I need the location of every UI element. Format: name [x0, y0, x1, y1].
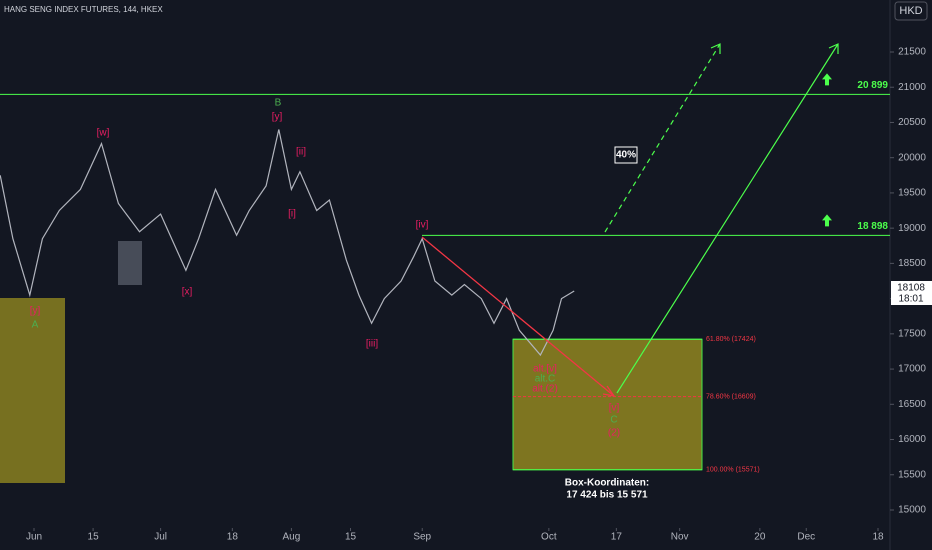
x-tick-label: Jul	[154, 532, 167, 543]
y-tick-label: 19000	[898, 223, 926, 234]
price-label-box	[891, 281, 932, 306]
y-tick-label: 15000	[898, 505, 926, 516]
level-label: 18 898	[857, 221, 888, 232]
x-tick-label: 15	[88, 532, 100, 543]
wave-label: [iii]	[366, 339, 378, 350]
y-tick-label: 21500	[898, 47, 926, 58]
zone-box	[0, 298, 65, 483]
up-arrow	[822, 214, 832, 227]
wave-label: [ii]	[296, 147, 306, 158]
x-tick-label: 15	[345, 532, 357, 543]
wave-label: [iv]	[416, 220, 429, 231]
wave-label: B	[275, 98, 282, 109]
wave-label: alt.C	[535, 374, 556, 385]
projection-arrow	[421, 236, 616, 397]
y-tick-label: 20500	[898, 117, 926, 128]
chart-title: HANG SENG INDEX FUTURES, 144, HKEX	[4, 5, 163, 14]
fib-label: 100.00% (15571)	[706, 467, 760, 474]
price-line	[0, 129, 575, 357]
y-tick-label: 20000	[898, 152, 926, 163]
wave-label: [w]	[97, 128, 110, 139]
countdown: 18:01	[898, 294, 923, 305]
last-price: 18108	[897, 283, 925, 294]
zone-box	[118, 241, 142, 285]
y-tick-label: 16500	[898, 399, 926, 410]
x-tick-label: 18	[872, 532, 884, 543]
wave-label: [x]	[182, 287, 193, 298]
arrow-head	[710, 43, 721, 54]
x-tick-label: Dec	[797, 532, 815, 543]
x-tick-label: 18	[227, 532, 239, 543]
projection-arrow	[604, 43, 721, 233]
fib-label: 78.60% (16609)	[706, 393, 756, 400]
wave-label: 40%	[616, 150, 636, 161]
currency: HKD	[899, 5, 922, 17]
wave-label: 17 424 bis 15 571	[566, 490, 648, 501]
wave-label: A	[32, 320, 39, 331]
x-tick-label: Jun	[26, 532, 42, 543]
y-tick-label: 21000	[898, 82, 926, 93]
wave-label: [y]	[272, 112, 283, 123]
wave-label: C	[610, 415, 617, 426]
wave-label: [y]	[30, 306, 41, 317]
fib-label: 61.80% (17424)	[706, 336, 756, 343]
wave-label: [v]	[609, 403, 620, 414]
level-label: 20 899	[857, 80, 888, 91]
x-tick-label: Nov	[671, 532, 689, 543]
projection-arrow	[616, 43, 839, 394]
wave-label: [i]	[288, 209, 296, 220]
currency-box	[894, 1, 928, 21]
wave-label: (2)	[608, 428, 620, 439]
badge-box	[614, 146, 638, 164]
wave-label: alt.[v]	[533, 364, 557, 375]
y-tick-label: 16000	[898, 434, 926, 445]
y-tick-label: 18500	[898, 258, 926, 269]
y-tick-label: 17500	[898, 328, 926, 339]
x-tick-label: 20	[754, 532, 766, 543]
x-tick-label: Sep	[413, 532, 431, 543]
up-arrow	[822, 73, 832, 86]
y-tick-label: 19500	[898, 188, 926, 199]
wave-label: alt.(2)	[532, 384, 558, 395]
x-tick-label: 17	[611, 532, 623, 543]
y-tick-label: 15500	[898, 469, 926, 480]
target-box	[512, 338, 703, 471]
x-tick-label: Aug	[283, 532, 301, 543]
y-tick-label: 17000	[898, 364, 926, 375]
wave-label: Box-Koordinaten:	[565, 478, 649, 489]
x-tick-label: Oct	[541, 532, 557, 543]
